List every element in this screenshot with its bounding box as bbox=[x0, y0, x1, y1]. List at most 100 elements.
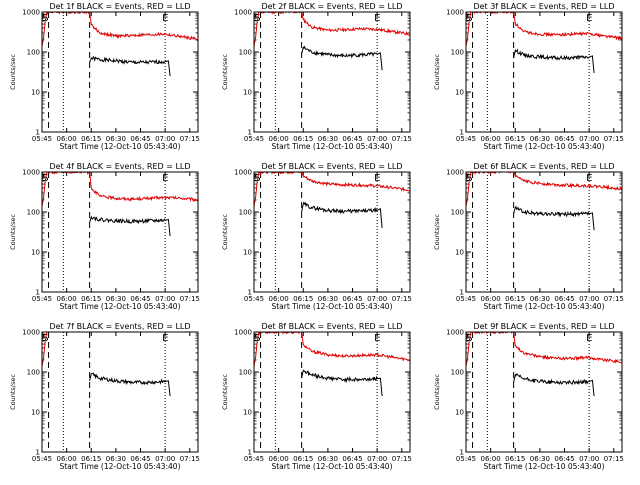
plot-frame bbox=[41, 11, 199, 133]
chart-title: Det 5f BLACK = Events, RED = LLD bbox=[261, 162, 402, 171]
y-tick-label: 1000 bbox=[234, 329, 252, 337]
event-marker-label: E bbox=[41, 173, 47, 184]
y-tick-label: 1 bbox=[36, 449, 40, 457]
chart-title: Det 8f BLACK = Events, RED = LLD bbox=[261, 322, 402, 331]
lld-series-line bbox=[254, 332, 410, 367]
x-tick-label: 07:00 bbox=[579, 135, 599, 143]
x-tick-label: 06:00 bbox=[269, 455, 289, 463]
y-tick-label: 10 bbox=[243, 409, 252, 417]
chart-panel-6: Det 6f BLACK = Events, RED = LLD Counts/s… bbox=[433, 162, 624, 311]
x-tick-label: 06:15 bbox=[505, 135, 525, 143]
y-tick-label: 100 bbox=[27, 49, 40, 57]
y-axis-label: Counts/sec bbox=[9, 374, 17, 410]
y-tick-label: 100 bbox=[239, 369, 252, 377]
y-axis-label: Counts/sec bbox=[221, 374, 229, 410]
x-tick-label: 06:15 bbox=[293, 295, 313, 303]
y-tick-label: 10 bbox=[455, 249, 464, 257]
lld-series-line bbox=[254, 12, 410, 47]
chart-panel-7: Det 7f BLACK = Events, RED = LLD Counts/s… bbox=[9, 322, 200, 471]
chart-title: Det 9f BLACK = Events, RED = LLD bbox=[473, 322, 614, 331]
x-tick-label: 06:15 bbox=[505, 455, 525, 463]
x-tick-label: 07:00 bbox=[367, 295, 387, 303]
x-axis-label: Start Time (12-Oct-10 05:43:40) bbox=[59, 302, 180, 311]
event-marker-label: E bbox=[162, 333, 168, 344]
events-series-line bbox=[513, 373, 595, 397]
event-marker-label: E bbox=[374, 13, 380, 24]
x-tick-label: 06:30 bbox=[318, 135, 338, 143]
chart-panel-3: Det 3f BLACK = Events, RED = LLD Counts/s… bbox=[433, 2, 624, 151]
lld-series-line bbox=[42, 172, 198, 207]
x-tick-label: 05:45 bbox=[456, 135, 476, 143]
chart-title: Det 4f BLACK = Events, RED = LLD bbox=[49, 162, 190, 171]
x-tick-label: 06:45 bbox=[554, 295, 574, 303]
y-tick-label: 1000 bbox=[446, 329, 464, 337]
x-tick-label: 06:30 bbox=[530, 135, 550, 143]
chart-title: Det 7f BLACK = Events, RED = LLD bbox=[49, 322, 190, 331]
y-tick-label: 1 bbox=[460, 289, 464, 297]
event-marker-label: E bbox=[586, 333, 592, 344]
x-tick-label: 06:30 bbox=[106, 295, 126, 303]
y-tick-label: 1 bbox=[36, 289, 40, 297]
plot-frame bbox=[253, 11, 411, 133]
y-tick-label: 1 bbox=[36, 129, 40, 137]
event-marker-label: E bbox=[374, 333, 380, 344]
x-tick-label: 06:00 bbox=[481, 295, 501, 303]
y-axis-label: Counts/sec bbox=[221, 214, 229, 250]
plot-frame bbox=[253, 171, 411, 293]
chart-panel-2: Det 2f BLACK = Events, RED = LLD Counts/s… bbox=[221, 2, 412, 151]
chart-title: Det 2f BLACK = Events, RED = LLD bbox=[261, 2, 402, 11]
x-tick-label: 06:45 bbox=[130, 295, 150, 303]
x-tick-label: 06:45 bbox=[130, 135, 150, 143]
events-series-line bbox=[301, 45, 383, 71]
x-tick-label: 07:15 bbox=[180, 295, 200, 303]
x-tick-label: 07:15 bbox=[604, 135, 624, 143]
events-series-line bbox=[89, 55, 171, 77]
event-marker-label: E bbox=[253, 13, 259, 24]
events-series-line bbox=[301, 201, 383, 228]
y-axis-label: Counts/sec bbox=[433, 374, 441, 410]
plot-frame bbox=[41, 331, 199, 453]
event-marker-label: E bbox=[253, 333, 259, 344]
y-tick-label: 1000 bbox=[446, 169, 464, 177]
y-axis-label: Counts/sec bbox=[9, 214, 17, 250]
y-tick-label: 10 bbox=[455, 409, 464, 417]
y-axis-label: Counts/sec bbox=[9, 54, 17, 90]
y-axis-label: Counts/sec bbox=[433, 54, 441, 90]
x-axis-label: Start Time (12-Oct-10 05:43:40) bbox=[271, 142, 392, 151]
event-marker-label: E bbox=[162, 173, 168, 184]
events-series-line bbox=[89, 215, 171, 237]
chart-panel-8: Det 8f BLACK = Events, RED = LLD Counts/s… bbox=[221, 322, 412, 471]
chart-panel-5: Det 5f BLACK = Events, RED = LLD Counts/s… bbox=[221, 162, 412, 311]
x-tick-label: 06:30 bbox=[530, 295, 550, 303]
x-axis-label: Start Time (12-Oct-10 05:43:40) bbox=[483, 302, 604, 311]
chart-title: Det 3f BLACK = Events, RED = LLD bbox=[473, 2, 614, 11]
y-tick-label: 1000 bbox=[22, 169, 40, 177]
y-tick-label: 10 bbox=[243, 89, 252, 97]
event-marker-label: E bbox=[41, 333, 47, 344]
event-marker-label: E bbox=[253, 173, 259, 184]
y-tick-label: 10 bbox=[31, 89, 40, 97]
y-tick-label: 1000 bbox=[446, 9, 464, 17]
x-tick-label: 07:00 bbox=[579, 295, 599, 303]
x-tick-label: 06:30 bbox=[318, 455, 338, 463]
lld-series-line bbox=[466, 172, 622, 207]
x-tick-label: 07:15 bbox=[604, 455, 624, 463]
event-marker-label: E bbox=[586, 173, 592, 184]
x-axis-label: Start Time (12-Oct-10 05:43:40) bbox=[271, 462, 392, 471]
x-tick-label: 06:15 bbox=[505, 295, 525, 303]
x-axis-label: Start Time (12-Oct-10 05:43:40) bbox=[483, 142, 604, 151]
x-tick-label: 07:15 bbox=[392, 295, 412, 303]
x-tick-label: 05:45 bbox=[456, 295, 476, 303]
events-series-line bbox=[513, 205, 595, 231]
y-tick-label: 100 bbox=[27, 209, 40, 217]
y-tick-label: 1 bbox=[460, 129, 464, 137]
chart-title: Det 1f BLACK = Events, RED = LLD bbox=[49, 2, 190, 11]
y-axis-label: Counts/sec bbox=[433, 214, 441, 250]
x-tick-label: 06:45 bbox=[554, 135, 574, 143]
event-marker-label: E bbox=[162, 13, 168, 24]
x-tick-label: 06:30 bbox=[106, 455, 126, 463]
events-series-line bbox=[89, 372, 171, 397]
x-tick-label: 07:00 bbox=[155, 295, 175, 303]
y-tick-label: 1 bbox=[248, 289, 252, 297]
